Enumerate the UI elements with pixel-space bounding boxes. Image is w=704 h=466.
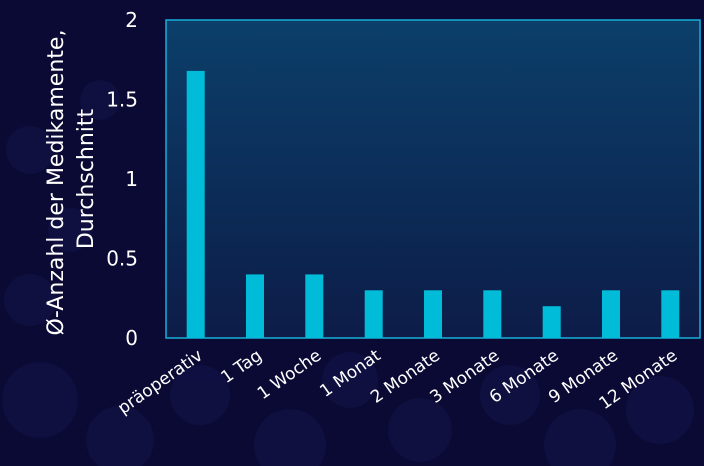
x-tick-label: 1 Tag — [218, 346, 266, 388]
bar-6 — [542, 306, 561, 338]
bar-4 — [424, 290, 442, 338]
y-tick-label: 1 — [125, 167, 138, 191]
x-tick-label: 1 Woche — [254, 346, 325, 404]
background-circles — [2, 80, 694, 466]
bar-7 — [602, 290, 620, 338]
y-tick-label: 0.5 — [106, 247, 138, 271]
bar-3 — [364, 290, 383, 338]
y-axis-ticks: 0 0.5 1 1.5 2 — [106, 8, 138, 350]
y-tick-label: 0 — [125, 326, 138, 350]
bar-8 — [661, 290, 680, 338]
y-tick-label: 1.5 — [106, 88, 138, 112]
y-tick-label: 2 — [125, 8, 138, 32]
bar-5 — [483, 290, 502, 338]
bar-2 — [305, 274, 324, 338]
bar-0 — [186, 70, 205, 339]
y-axis-title: Ø-Anzahl der Medikamente, Durchschnitt — [44, 23, 99, 336]
bar-1 — [246, 274, 264, 338]
bars — [186, 70, 680, 339]
